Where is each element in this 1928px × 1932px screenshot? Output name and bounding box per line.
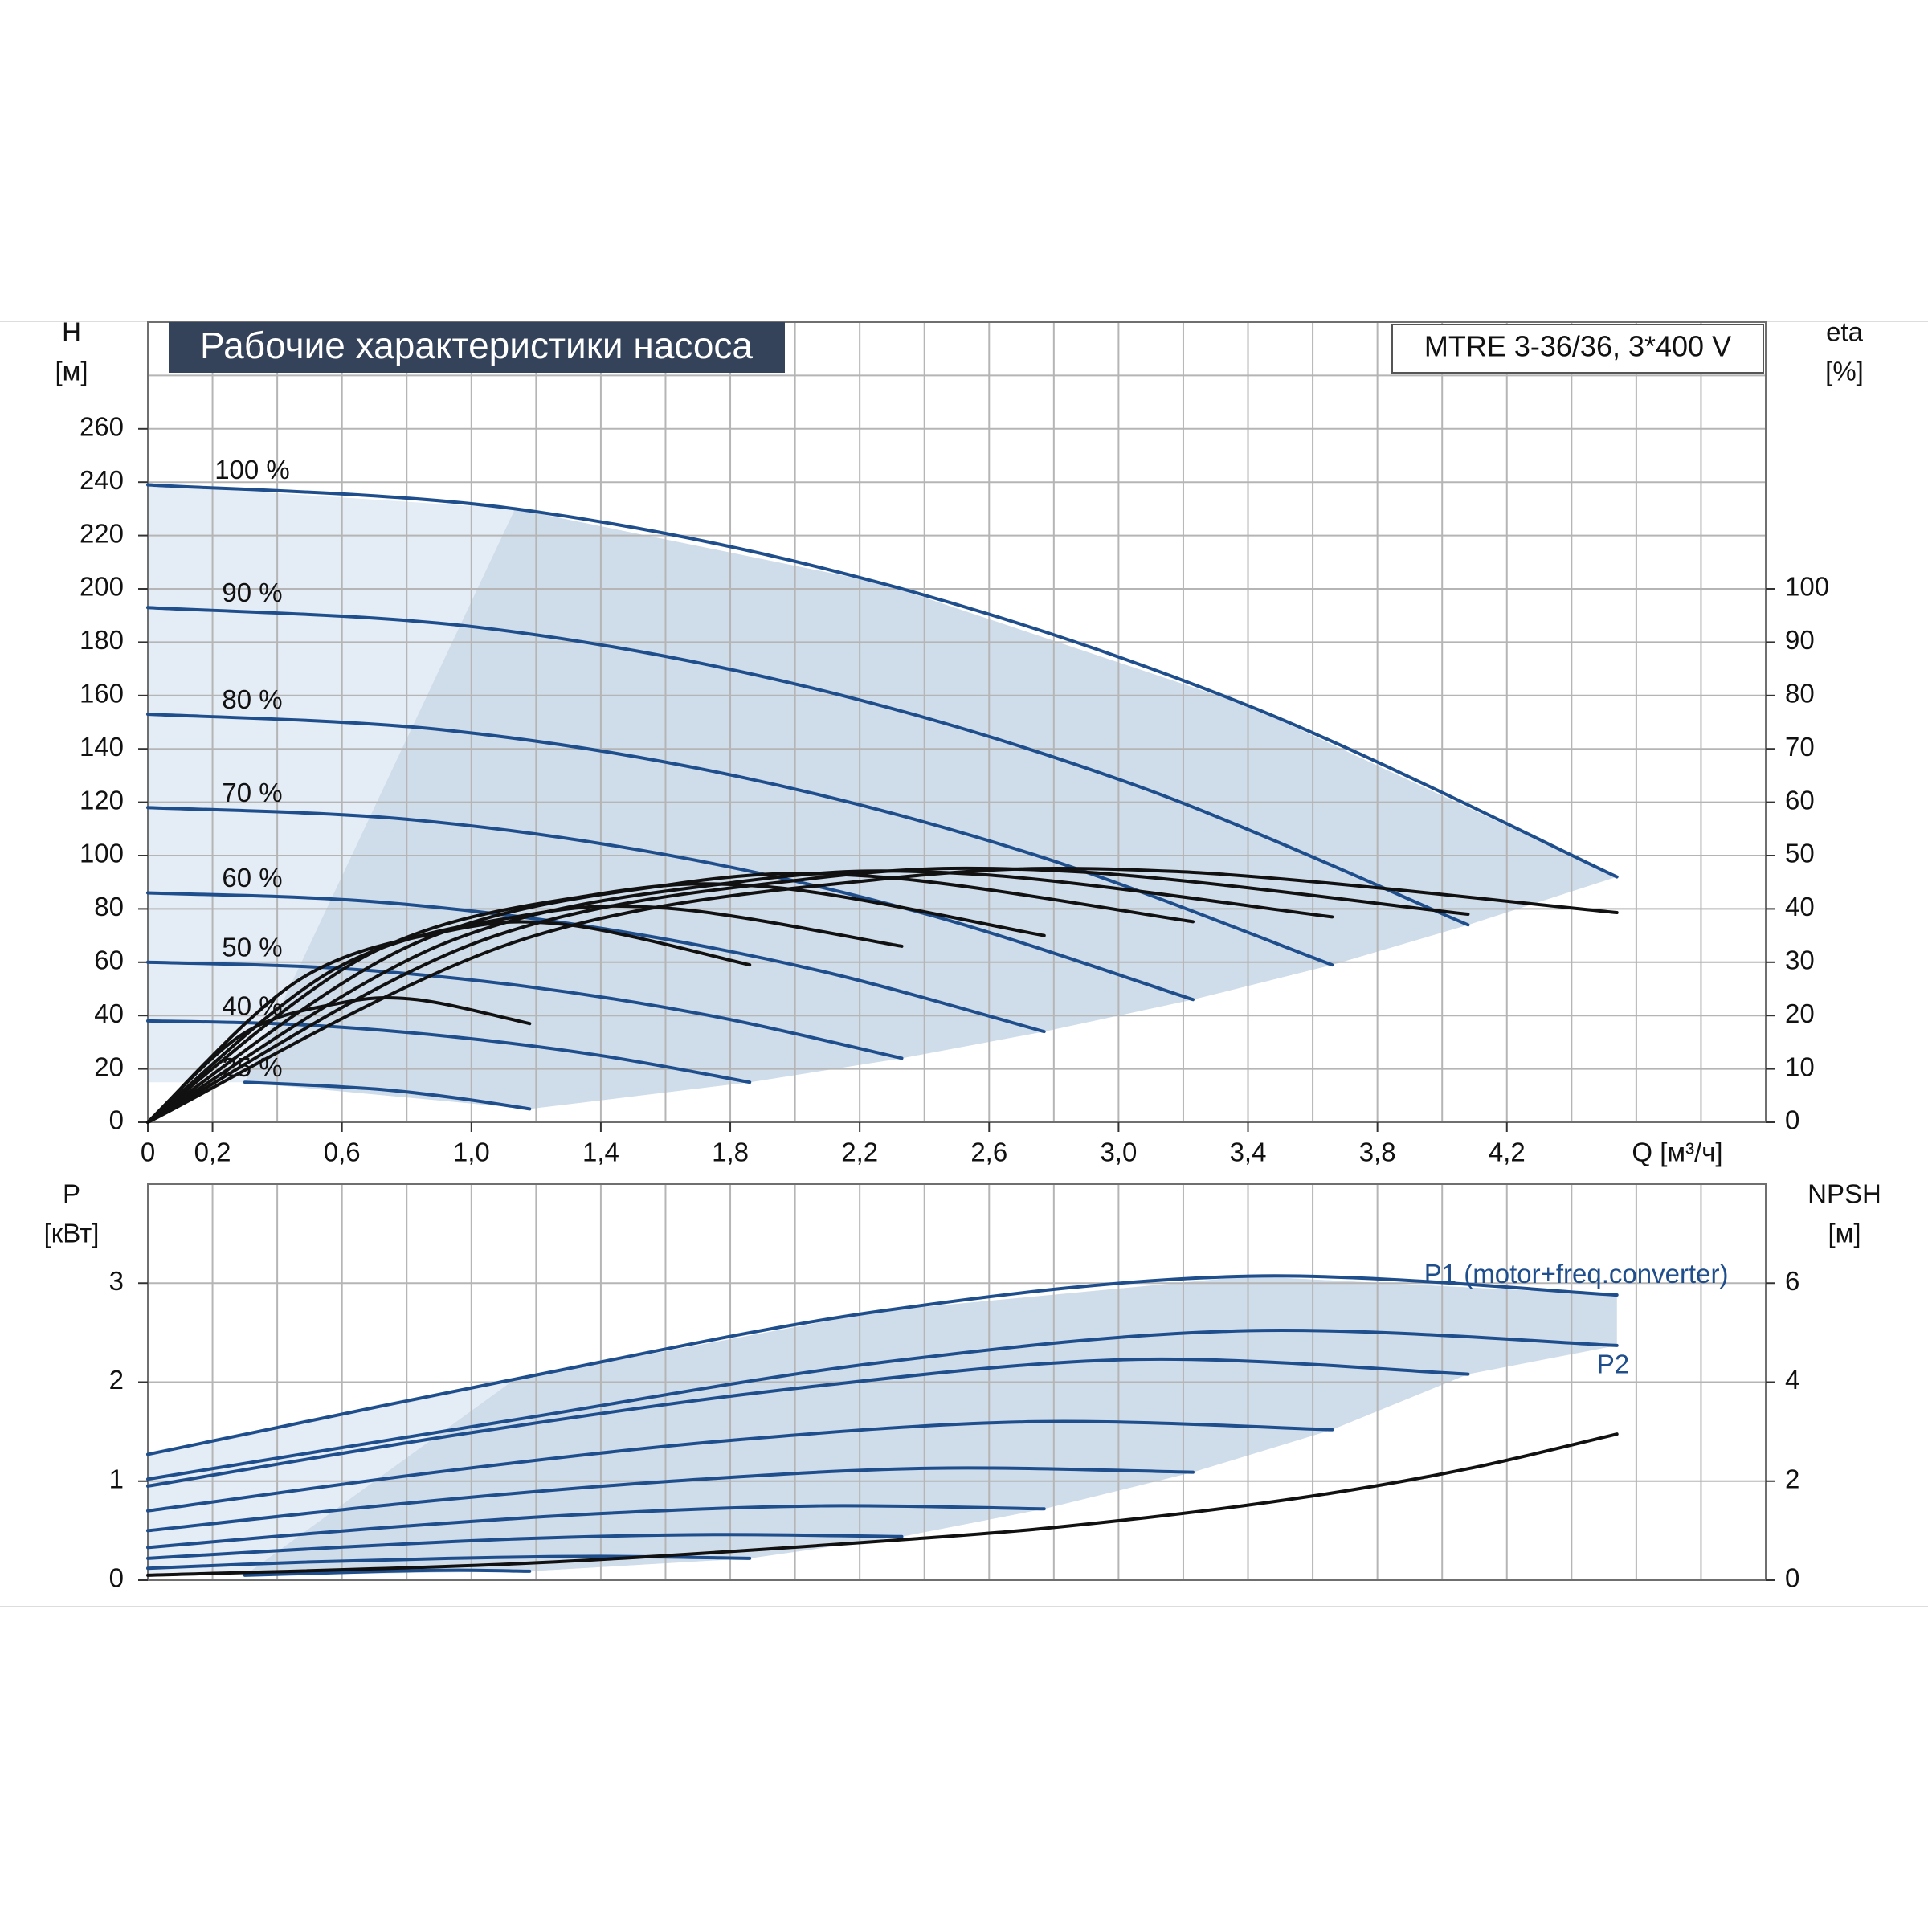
curve	[146, 1419, 1334, 1513]
y2-tick-label: 60	[1785, 785, 1815, 815]
y-tick-label: 2	[109, 1365, 124, 1395]
y-axis-unit: [м]	[55, 357, 88, 386]
y-axis-unit: [кВт]	[44, 1219, 100, 1248]
y-tick-label: 0	[109, 1105, 124, 1135]
y2-tick-label: 10	[1785, 1052, 1815, 1081]
efficiency-curve	[146, 869, 1334, 1124]
y-tick-label: 100	[80, 839, 124, 868]
efficiency-curve	[146, 1432, 1619, 1577]
curve	[146, 1533, 904, 1560]
y-tick-label: 180	[80, 625, 124, 655]
x-tick-label: 2,6	[970, 1138, 1007, 1167]
y-axis-label: P	[63, 1179, 80, 1209]
series-label: P1 (motor+freq.converter)	[1424, 1259, 1729, 1289]
curve	[243, 1568, 532, 1577]
series-label: 60 %	[222, 863, 282, 892]
y-tick-label: 40	[94, 999, 124, 1028]
x-tick-label: 0,6	[324, 1138, 361, 1167]
curve	[146, 606, 1470, 927]
chart-subtitle: MTRE 3-36/36, 3*400 V	[1424, 330, 1731, 363]
curve	[146, 1504, 1046, 1550]
curve	[146, 1328, 1619, 1481]
y2-tick-label: 2	[1785, 1464, 1799, 1493]
x-tick-label: 3,4	[1230, 1138, 1267, 1167]
series-label: 90 %	[222, 578, 282, 607]
y-tick-label: 3	[109, 1266, 124, 1296]
efficiency-curve	[146, 996, 532, 1124]
efficiency-curve	[146, 920, 752, 1124]
curve	[146, 806, 1195, 1002]
y-tick-label: 20	[94, 1052, 124, 1081]
curve	[146, 960, 904, 1060]
chart-title: Рабочие характеристики насоса	[200, 325, 753, 366]
series-label: 70 %	[222, 778, 282, 807]
operating-area-dark	[244, 509, 1617, 1109]
y2-axis-unit: [%]	[1825, 357, 1864, 386]
y-tick-label: 0	[109, 1563, 124, 1593]
y2-tick-label: 80	[1785, 679, 1815, 709]
series-label: 80 %	[222, 684, 282, 714]
x-tick-label: 1,4	[582, 1138, 619, 1167]
y-tick-label: 1	[109, 1464, 124, 1493]
y2-axis-label: eta	[1826, 317, 1864, 347]
y-tick-label: 60	[94, 946, 124, 975]
x-tick-label: 1,8	[712, 1138, 749, 1167]
curve	[146, 1357, 1470, 1488]
y2-tick-label: 50	[1785, 839, 1815, 868]
y2-axis-label: NPSH	[1808, 1179, 1881, 1209]
y2-tick-label: 0	[1785, 1105, 1799, 1135]
y2-tick-label: 6	[1785, 1266, 1799, 1296]
series-label: 50 %	[222, 933, 282, 962]
x-tick-label: 0,2	[194, 1138, 231, 1167]
x-tick-label: 3,8	[1359, 1138, 1396, 1167]
efficiency-curve	[146, 882, 1046, 1124]
y-tick-label: 200	[80, 572, 124, 602]
y2-tick-label: 4	[1785, 1365, 1799, 1395]
x-tick-label: 1,0	[453, 1138, 490, 1167]
x-tick-label: 3,0	[1100, 1138, 1137, 1167]
x-tick-label: 4,2	[1489, 1138, 1526, 1167]
title-box	[169, 322, 785, 373]
y2-tick-label: 40	[1785, 892, 1815, 921]
series-label: P2	[1597, 1350, 1629, 1379]
y-tick-label: 220	[80, 518, 124, 548]
y2-tick-label: 30	[1785, 946, 1815, 975]
plot-border	[147, 321, 1767, 1123]
curve	[146, 1274, 1619, 1456]
y-axis-label: H	[62, 317, 81, 347]
y2-tick-label: 100	[1785, 572, 1829, 602]
y2-tick-label: 0	[1785, 1563, 1799, 1593]
y-tick-label: 240	[80, 465, 124, 495]
y2-tick-label: 70	[1785, 732, 1815, 762]
x-tick-label: 0	[141, 1138, 155, 1167]
x-tick-label: 2,2	[841, 1138, 878, 1167]
curve	[146, 483, 1619, 879]
y-tick-label: 120	[80, 785, 124, 815]
x-axis-label: Q [м³/ч]	[1632, 1138, 1722, 1167]
curve	[146, 1466, 1195, 1533]
y-tick-label: 80	[94, 892, 124, 921]
model-box	[1391, 324, 1764, 374]
y-tick-label: 260	[80, 412, 124, 442]
y2-axis-unit: [м]	[1828, 1219, 1861, 1248]
y2-tick-label: 90	[1785, 625, 1815, 655]
series-label: 100 %	[214, 455, 290, 484]
y-tick-label: 160	[80, 679, 124, 709]
curve	[243, 1080, 532, 1111]
y2-tick-label: 20	[1785, 999, 1815, 1028]
efficiency-curve	[146, 866, 1619, 1124]
y-tick-label: 140	[80, 732, 124, 762]
